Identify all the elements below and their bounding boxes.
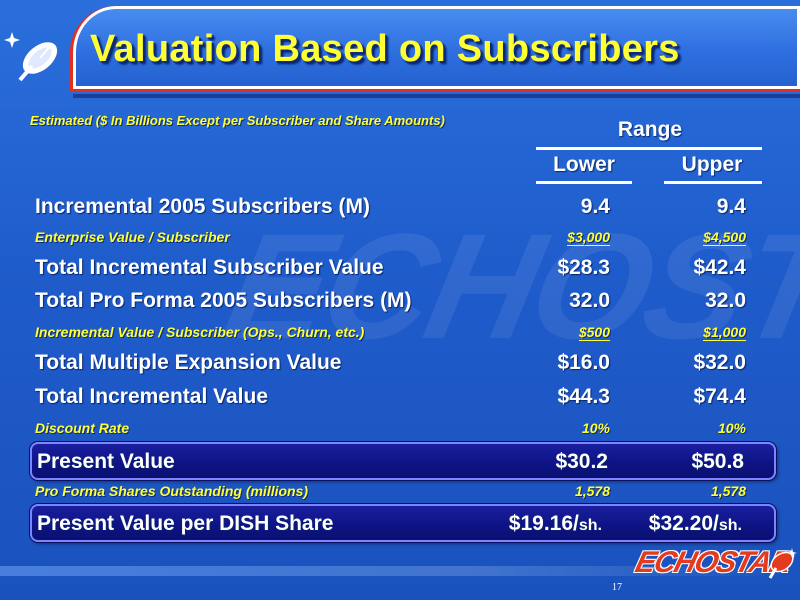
- upper-value: $74.4: [693, 385, 746, 408]
- units-note: Estimated ($ In Billions Except per Subs…: [30, 113, 445, 128]
- row-label: Total Pro Forma 2005 Subscribers (M): [35, 289, 412, 312]
- upper-value: $50.8: [691, 450, 744, 473]
- lower-value: 10%: [581, 420, 610, 436]
- row-label: Discount Rate: [35, 420, 130, 436]
- lower-value: $44.3: [557, 385, 610, 408]
- row-label: Total Incremental Subscriber Value: [35, 256, 384, 279]
- satellite-dish-icon: [768, 548, 797, 579]
- table-row: Total Incremental Value $44.3 $74.4: [30, 383, 776, 413]
- range-header: Range: [617, 118, 683, 141]
- lower-value: $28.3: [557, 256, 610, 279]
- upper-underline: [664, 181, 762, 184]
- lower-value: 1,578: [574, 483, 610, 499]
- footer-band: [0, 566, 800, 576]
- table-row: Total Incremental Subscriber Value $28.3…: [30, 254, 776, 284]
- row-label: Incremental 2005 Subscribers (M): [35, 195, 370, 218]
- table-row: Total Multiple Expansion Value $16.0 $32…: [30, 349, 776, 379]
- upper-column-header: Upper: [681, 153, 743, 176]
- row-label: Enterprise Value / Subscriber: [35, 229, 230, 245]
- upper-value: $1,000: [703, 324, 746, 341]
- unit-suffix: sh.: [718, 517, 742, 534]
- echostar-logo: ECHOSTAR: [632, 546, 798, 582]
- lower-value: $3,000: [567, 229, 610, 246]
- table-row: Discount Rate 10% 10%: [30, 417, 776, 439]
- present-value-row: Present Value $30.2 $50.8: [30, 442, 776, 480]
- table-row: Total Pro Forma 2005 Subscribers (M) 32.…: [30, 287, 776, 317]
- row-label: Present Value: [37, 450, 175, 473]
- upper-value: $4,500: [703, 229, 746, 246]
- row-label: Total Incremental Value: [35, 385, 269, 408]
- lower-value: $30.2: [555, 450, 608, 473]
- upper-value: 10%: [717, 420, 746, 436]
- row-label: Incremental Value / Subscriber (Ops., Ch…: [35, 324, 365, 340]
- upper-value: $32.20/: [648, 512, 719, 535]
- row-label: Pro Forma Shares Outstanding (millions): [35, 483, 309, 499]
- lower-value: 9.4: [580, 195, 610, 218]
- lower-value: 32.0: [569, 289, 610, 312]
- upper-value: $42.4: [693, 256, 746, 279]
- row-label: Total Multiple Expansion Value: [35, 351, 342, 374]
- lower-value: $16.0: [557, 351, 610, 374]
- page-number: 17: [612, 582, 622, 593]
- lower-column-header: Lower: [553, 153, 615, 176]
- lower-value: $19.16/: [508, 512, 579, 535]
- row-label: Present Value per DISH Share: [37, 512, 334, 535]
- upper-value: 1,578: [710, 483, 746, 499]
- upper-value: 32.0: [705, 289, 746, 312]
- table-row: Incremental Value / Subscriber (Ops., Ch…: [30, 321, 776, 343]
- lower-underline: [536, 181, 632, 184]
- title-banner: [70, 6, 800, 98]
- unit-suffix: sh.: [578, 517, 602, 534]
- present-value-per-share-row: Present Value per DISH Share $19.16/sh. …: [30, 504, 776, 542]
- table-row: Incremental 2005 Subscribers (M) 9.4 9.4: [30, 193, 776, 223]
- page-title: Valuation Based on Subscribers: [90, 28, 680, 70]
- table-row: Pro Forma Shares Outstanding (millions) …: [30, 480, 776, 502]
- lower-value: $500: [578, 324, 610, 341]
- range-underline: [536, 147, 762, 150]
- table-row: Enterprise Value / Subscriber $3,000 $4,…: [30, 226, 776, 248]
- satellite-dish-icon: [4, 32, 58, 82]
- upper-value: 9.4: [716, 195, 746, 218]
- upper-value: $32.0: [693, 351, 746, 374]
